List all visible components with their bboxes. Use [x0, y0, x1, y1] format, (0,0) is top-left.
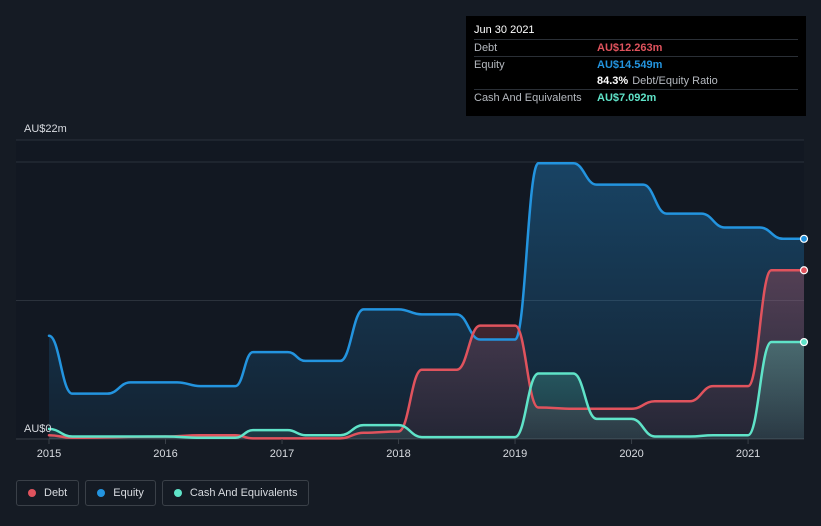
legend-cash[interactable]: Cash And Equivalents — [161, 480, 310, 506]
equity-end-marker — [799, 234, 809, 243]
tooltip-cash-value: AU$7.092m — [597, 92, 657, 104]
tooltip-cash-label: Cash And Equivalents — [474, 92, 582, 104]
tooltip-cash-row: Cash And Equivalents AU$7.092m — [474, 89, 798, 106]
chart-legend: Debt Equity Cash And Equivalents — [16, 480, 310, 506]
y-axis-top-label: AU$22m — [24, 123, 67, 135]
cash-and-equivalents-end-marker — [799, 337, 809, 347]
y-axis-bottom-label: AU$0 — [24, 423, 52, 435]
tooltip-debt-value: AU$12.263m — [597, 42, 663, 54]
tooltip-equity-row: Equity AU$14.549m — [474, 56, 798, 73]
data-tooltip: Jun 30 2021 Debt AU$12.263m Equity AU$14… — [466, 16, 806, 116]
debt-line — [47, 269, 806, 440]
equity-area — [49, 163, 804, 439]
cash-and-equivalents-line — [47, 340, 806, 439]
x-tick-label-2015: 2015 — [37, 448, 61, 460]
x-tick-label-2021: 2021 — [736, 448, 760, 460]
tooltip-equity-label: Equity — [474, 59, 505, 71]
tooltip-debt-label: Debt — [474, 42, 498, 54]
x-tick-label-2019: 2019 — [503, 448, 527, 460]
legend-debt[interactable]: Debt — [16, 480, 80, 506]
legend-debt-dot — [28, 489, 36, 497]
x-tick-label-2016: 2016 — [153, 448, 177, 460]
legend-cash-label: Cash And Equivalents — [189, 487, 298, 499]
tooltip-equity-value: AU$14.549m — [597, 59, 663, 71]
legend-equity[interactable]: Equity — [85, 480, 156, 506]
x-tick-label-2020: 2020 — [619, 448, 643, 460]
x-tick-label-2017: 2017 — [270, 448, 294, 460]
legend-equity-dot — [97, 489, 106, 497]
tooltip-ratio-label: Debt/Equity Ratio — [632, 75, 718, 87]
tooltip-date: Jun 30 2021 — [474, 24, 535, 36]
legend-equity-label: Equity — [113, 487, 144, 499]
debt-end-marker — [799, 266, 809, 275]
legend-debt-label: Debt — [44, 487, 68, 499]
tooltip-ratio-row: 84.3% Debt/Equity Ratio — [474, 73, 798, 89]
tooltip-debt-row: Debt AU$12.263m — [474, 39, 798, 56]
debt-area — [49, 270, 804, 439]
x-tick-label-2018: 2018 — [386, 448, 410, 460]
equity-line — [47, 162, 806, 395]
legend-cash-dot — [173, 489, 182, 497]
tooltip-ratio-value: 84.3% — [597, 75, 629, 87]
